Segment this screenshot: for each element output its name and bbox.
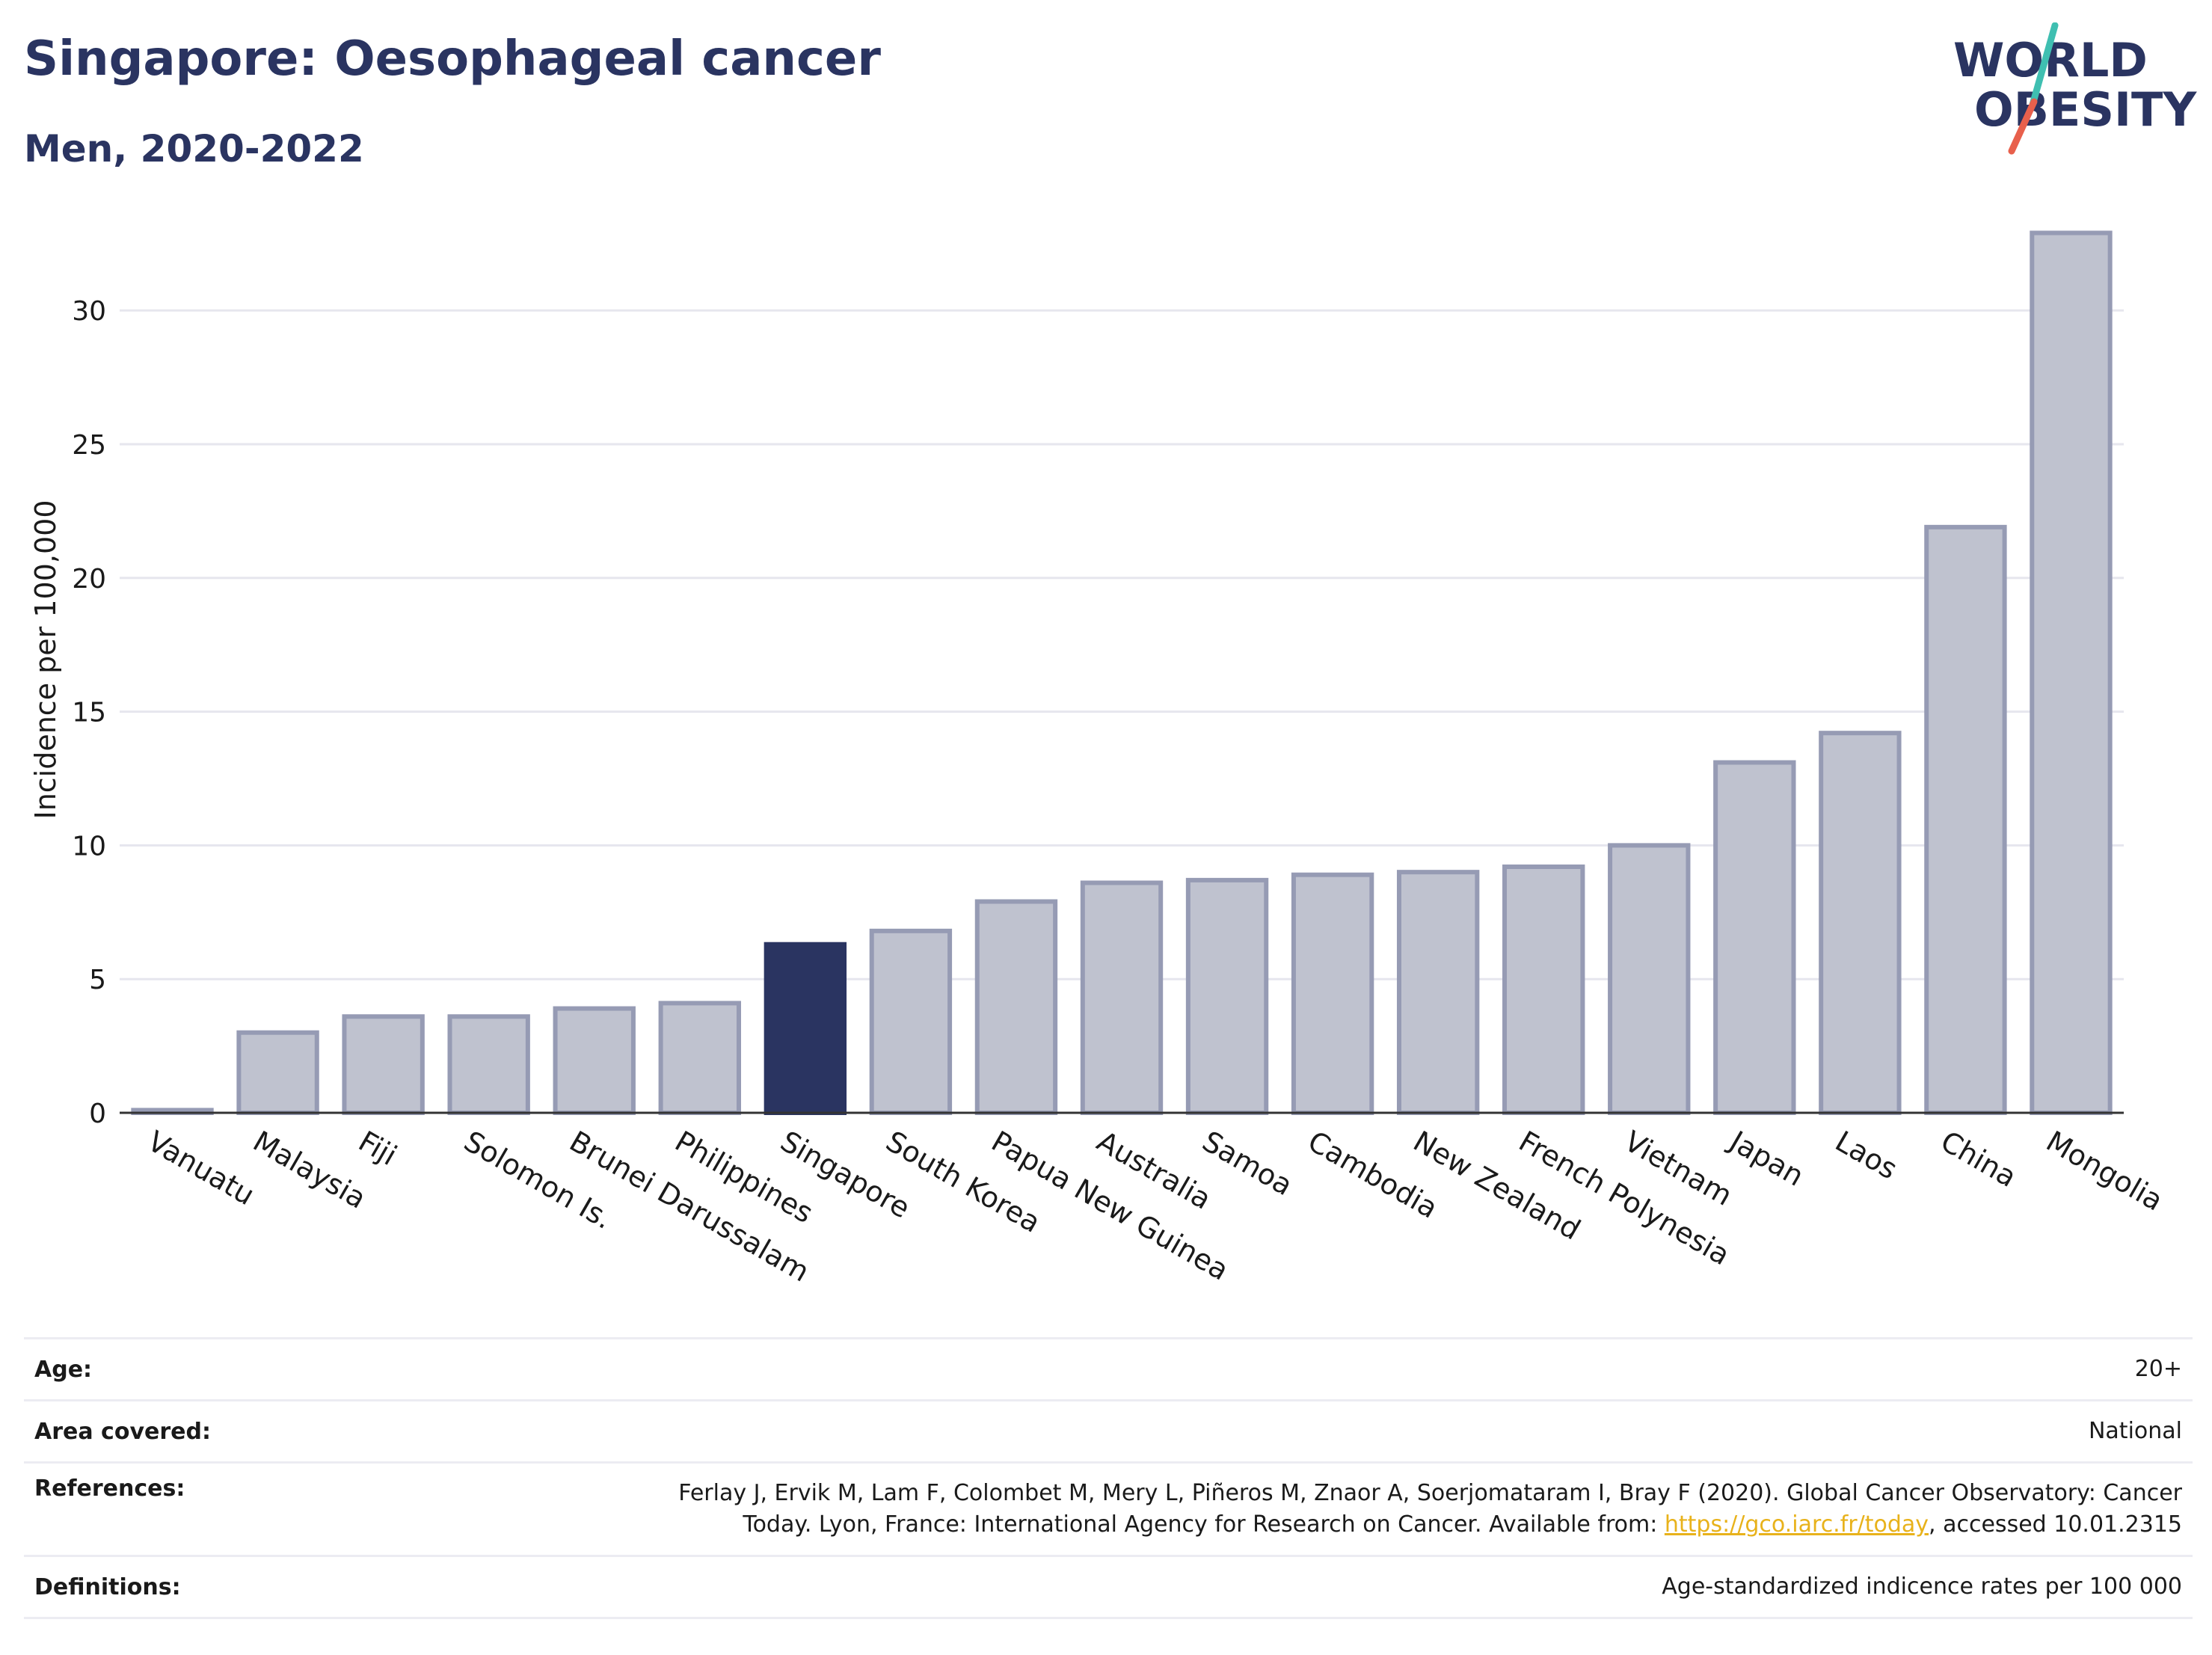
chart-subtitle: Men, 2020-2022 [24, 127, 364, 171]
x-tick-label: Fiji [353, 1125, 402, 1172]
chart-title: Singapore: Oesophageal cancer [24, 31, 881, 87]
y-tick-label: 30 [72, 296, 106, 327]
meta-row-area: Area covered: National [24, 1399, 2193, 1461]
y-tick-label: 15 [72, 698, 106, 728]
bar-malaysia [236, 1030, 319, 1116]
meta-age-label: Age: [34, 1356, 93, 1383]
metadata-table: Age: 20+ Area covered: National Referenc… [24, 1337, 2193, 1619]
meta-references-line2-post: , accessed 10.01.2315 [1929, 1511, 2182, 1538]
meta-age-value: 20+ [2134, 1356, 2182, 1382]
x-tick-label: China [1935, 1125, 2022, 1194]
bar-laos [1819, 731, 1902, 1115]
meta-definitions-value: Age-standardized indicence rates per 100… [1662, 1573, 2182, 1600]
meta-references-label: References: [34, 1476, 185, 1502]
meta-row-age: Age: 20+ [24, 1337, 2193, 1399]
y-tick-label: 20 [72, 564, 106, 595]
logo-line2: OBESITY [1974, 82, 2197, 137]
bar-french-polynesia [1502, 864, 1585, 1116]
bars [131, 230, 2113, 1116]
meta-references-line2-pre: Today. Lyon, France: International Agenc… [743, 1511, 1665, 1538]
meta-area-label: Area covered: [34, 1418, 211, 1445]
x-tick-label: Vanuatu [142, 1125, 260, 1212]
bar-china [1924, 524, 2007, 1115]
bar-mongolia [2030, 230, 2113, 1116]
bar-brunei-darussalam [553, 1006, 636, 1116]
logo-slash-bottom [2008, 98, 2038, 155]
bar-japan [1713, 760, 1796, 1116]
bar-fiji [342, 1014, 425, 1115]
meta-references-line1: Ferlay J, Ervik M, Lam F, Colombet M, Me… [678, 1480, 2182, 1506]
bar-singapore [764, 942, 847, 1115]
bar-south-korea [869, 928, 953, 1115]
meta-row-references: References: Ferlay J, Ervik M, Lam F, Co… [24, 1461, 2193, 1555]
bar-cambodia [1291, 872, 1374, 1115]
bar-australia [1080, 880, 1164, 1115]
bar-samoa [1185, 877, 1269, 1115]
y-tick-label: 25 [72, 430, 106, 461]
x-tick-label: Mongolia [2041, 1125, 2169, 1218]
x-tick-label: Malaysia [248, 1125, 372, 1215]
meta-references-value: Ferlay J, Ervik M, Lam F, Colombet M, Me… [678, 1478, 2182, 1541]
logo-slash-top [2029, 22, 2059, 108]
y-tick-labels: 0 5 10 15 20 25 30 [72, 296, 106, 1129]
meta-references-link[interactable]: https://gco.iarc.fr/today [1664, 1511, 1929, 1538]
y-tick-label: 0 [89, 1099, 106, 1129]
meta-definitions-label: Definitions: [34, 1573, 181, 1600]
y-tick-label: 5 [89, 965, 106, 995]
bar-solomon-is [447, 1014, 530, 1115]
x-tick-label: Laos [1830, 1125, 1903, 1186]
bar-philippines [658, 1001, 741, 1116]
y-tick-label: 10 [72, 831, 106, 862]
bar-new-zealand [1396, 870, 1480, 1116]
bar-papua-new-guinea [974, 899, 1058, 1115]
meta-row-definitions: Definitions: Age-standardized indicence … [24, 1555, 2193, 1619]
bar-vietnam [1608, 843, 1691, 1115]
meta-area-value: National [2088, 1418, 2182, 1444]
y-axis-label: Incidence per 100,000 [29, 500, 62, 819]
world-obesity-logo: WORLD OBESITY [1953, 22, 2197, 155]
